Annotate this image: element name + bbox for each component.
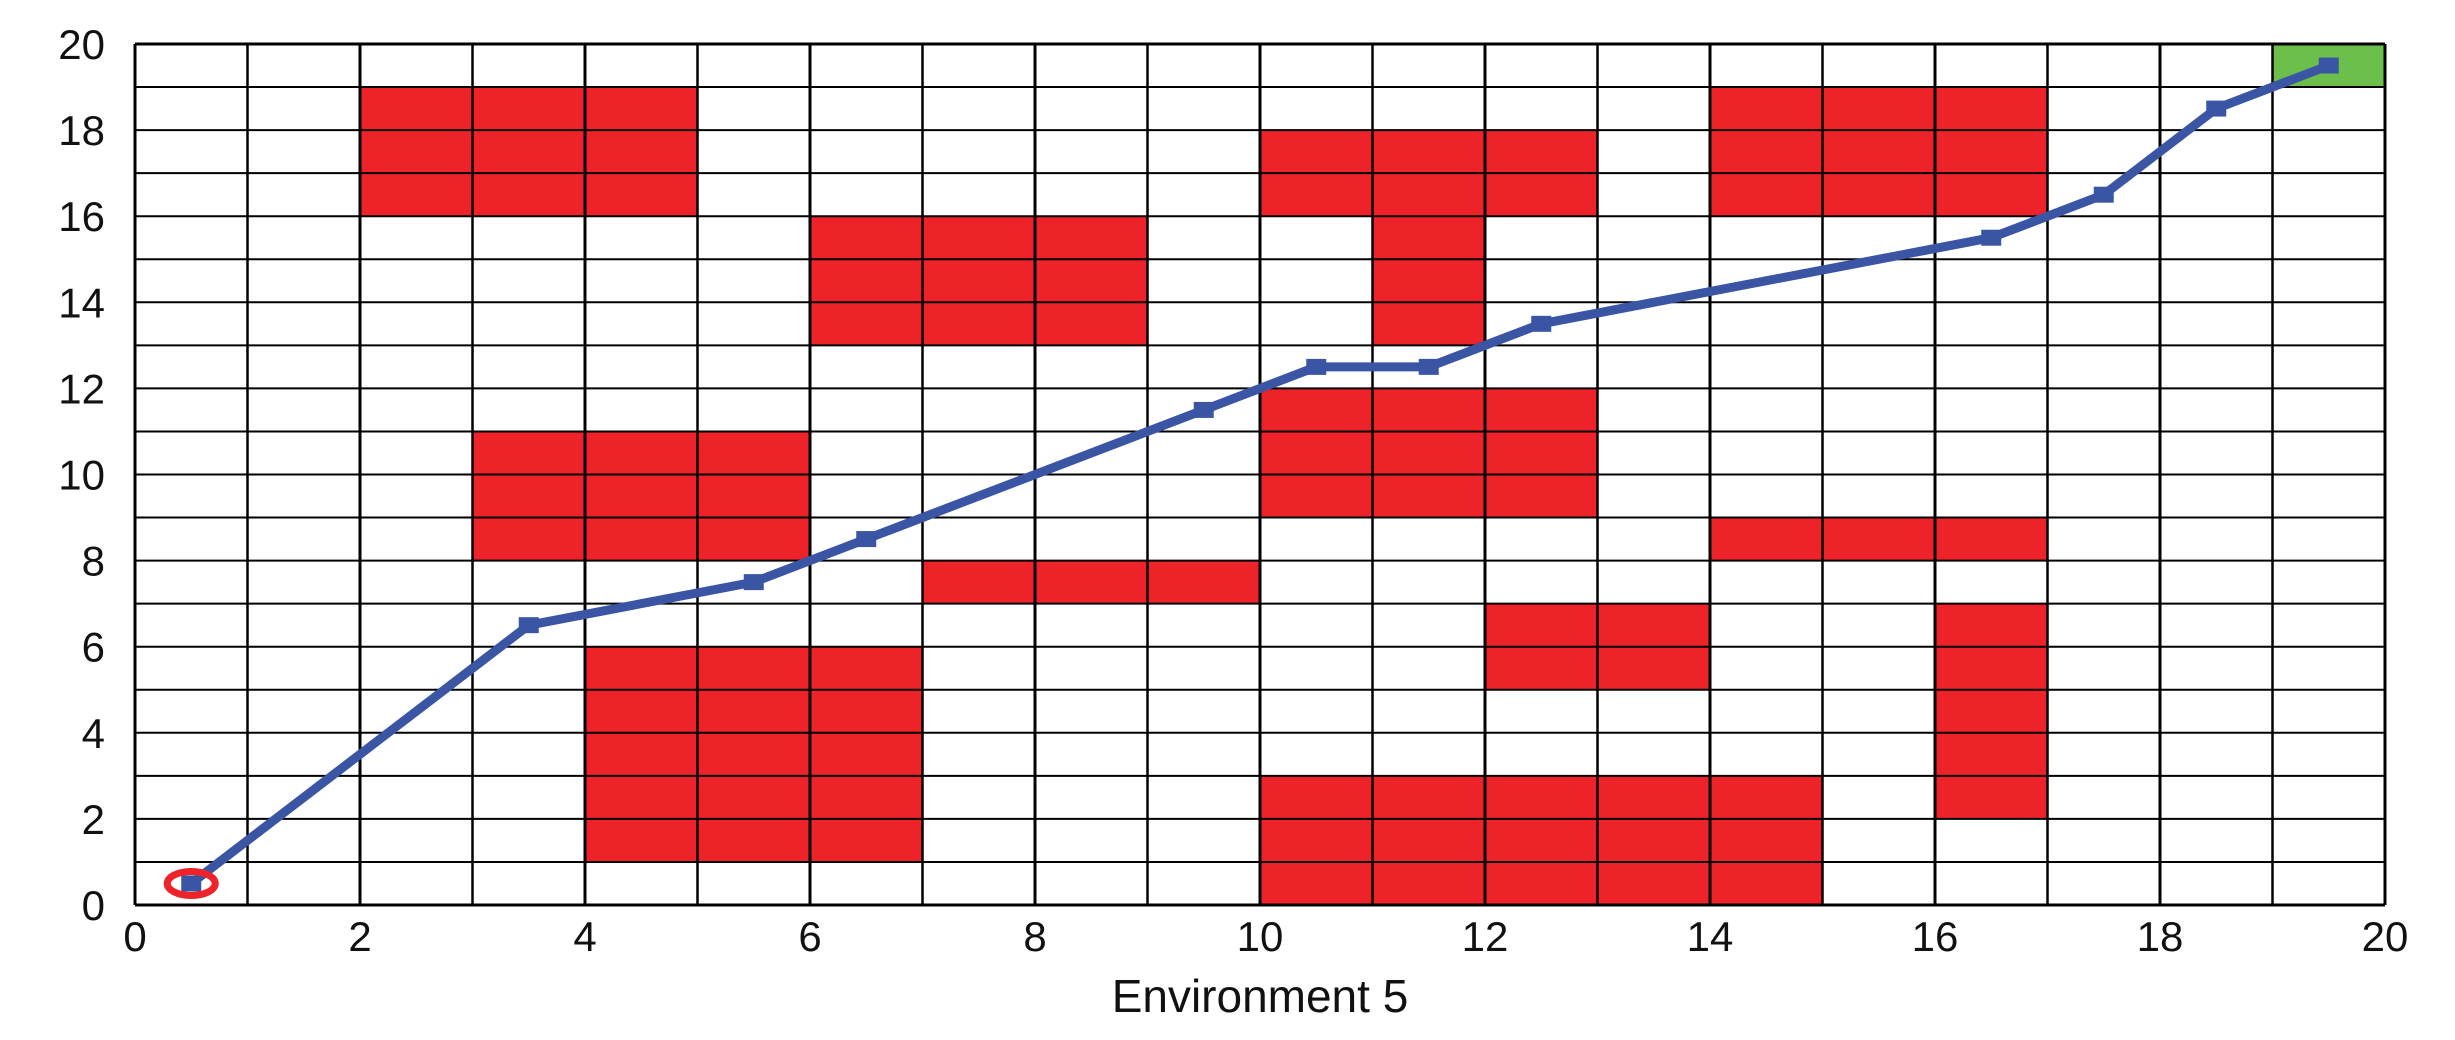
path-point xyxy=(2318,57,2339,74)
marker-layer xyxy=(163,867,219,899)
obstacle-block xyxy=(585,646,923,862)
y-tick-label: 14 xyxy=(58,279,105,326)
x-tick-label: 6 xyxy=(798,913,821,960)
obstacle-block xyxy=(1710,517,2048,561)
x-tick-label: 4 xyxy=(573,913,596,960)
obstacle-block xyxy=(1260,775,1823,905)
obstacle-block xyxy=(810,216,1148,346)
path-point xyxy=(2206,100,2227,117)
y-tick-label: 16 xyxy=(58,193,105,240)
x-tick-label: 10 xyxy=(1237,913,1284,960)
x-axis-title: Environment 5 xyxy=(1112,970,1409,1022)
x-tick-label: 20 xyxy=(2362,913,2409,960)
x-tick-label: 18 xyxy=(2137,913,2184,960)
path-point xyxy=(1306,358,1327,375)
y-tick-label: 20 xyxy=(58,21,105,68)
path-point xyxy=(1193,401,1214,418)
path-layer xyxy=(181,57,2339,892)
path-point xyxy=(743,574,764,591)
y-tick-label: 4 xyxy=(82,710,105,757)
y-tick-label: 8 xyxy=(82,538,105,585)
path-point xyxy=(856,531,877,548)
x-tick-label: 12 xyxy=(1462,913,1509,960)
obstacle-block xyxy=(1935,603,2048,819)
x-tick-label: 8 xyxy=(1023,913,1046,960)
y-tick-label: 0 xyxy=(82,882,105,929)
path-point xyxy=(2093,186,2114,203)
x-tick-label: 16 xyxy=(1912,913,1959,960)
obstacle-block xyxy=(922,560,1260,604)
obstacle-layer xyxy=(360,44,2385,905)
obstacle-block xyxy=(360,87,698,217)
y-tick-labels: 0 2 4 6 8 10 12 14 16 18 20 xyxy=(58,21,105,929)
x-tick-labels: 0 2 4 6 8 10 12 14 16 18 20 xyxy=(123,913,2408,960)
obstacle-block xyxy=(1372,216,1485,346)
path-point xyxy=(518,617,539,634)
path-point xyxy=(1531,315,1552,332)
obstacle-block xyxy=(1260,388,1598,518)
grid-lines xyxy=(133,42,2387,907)
start-marker xyxy=(163,867,219,899)
y-tick-label: 18 xyxy=(58,107,105,154)
y-tick-label: 6 xyxy=(82,624,105,671)
obstacle-block xyxy=(1710,87,2048,217)
y-tick-label: 2 xyxy=(82,796,105,843)
path-point xyxy=(1981,229,2002,246)
obstacle-block xyxy=(472,431,810,561)
path-point xyxy=(181,875,202,892)
y-tick-label: 12 xyxy=(58,365,105,412)
x-tick-label: 0 xyxy=(123,913,146,960)
path-line xyxy=(186,61,2334,888)
path-point xyxy=(1418,358,1439,375)
x-tick-label: 14 xyxy=(1687,913,1734,960)
x-tick-label: 2 xyxy=(348,913,371,960)
y-tick-label: 10 xyxy=(58,452,105,499)
